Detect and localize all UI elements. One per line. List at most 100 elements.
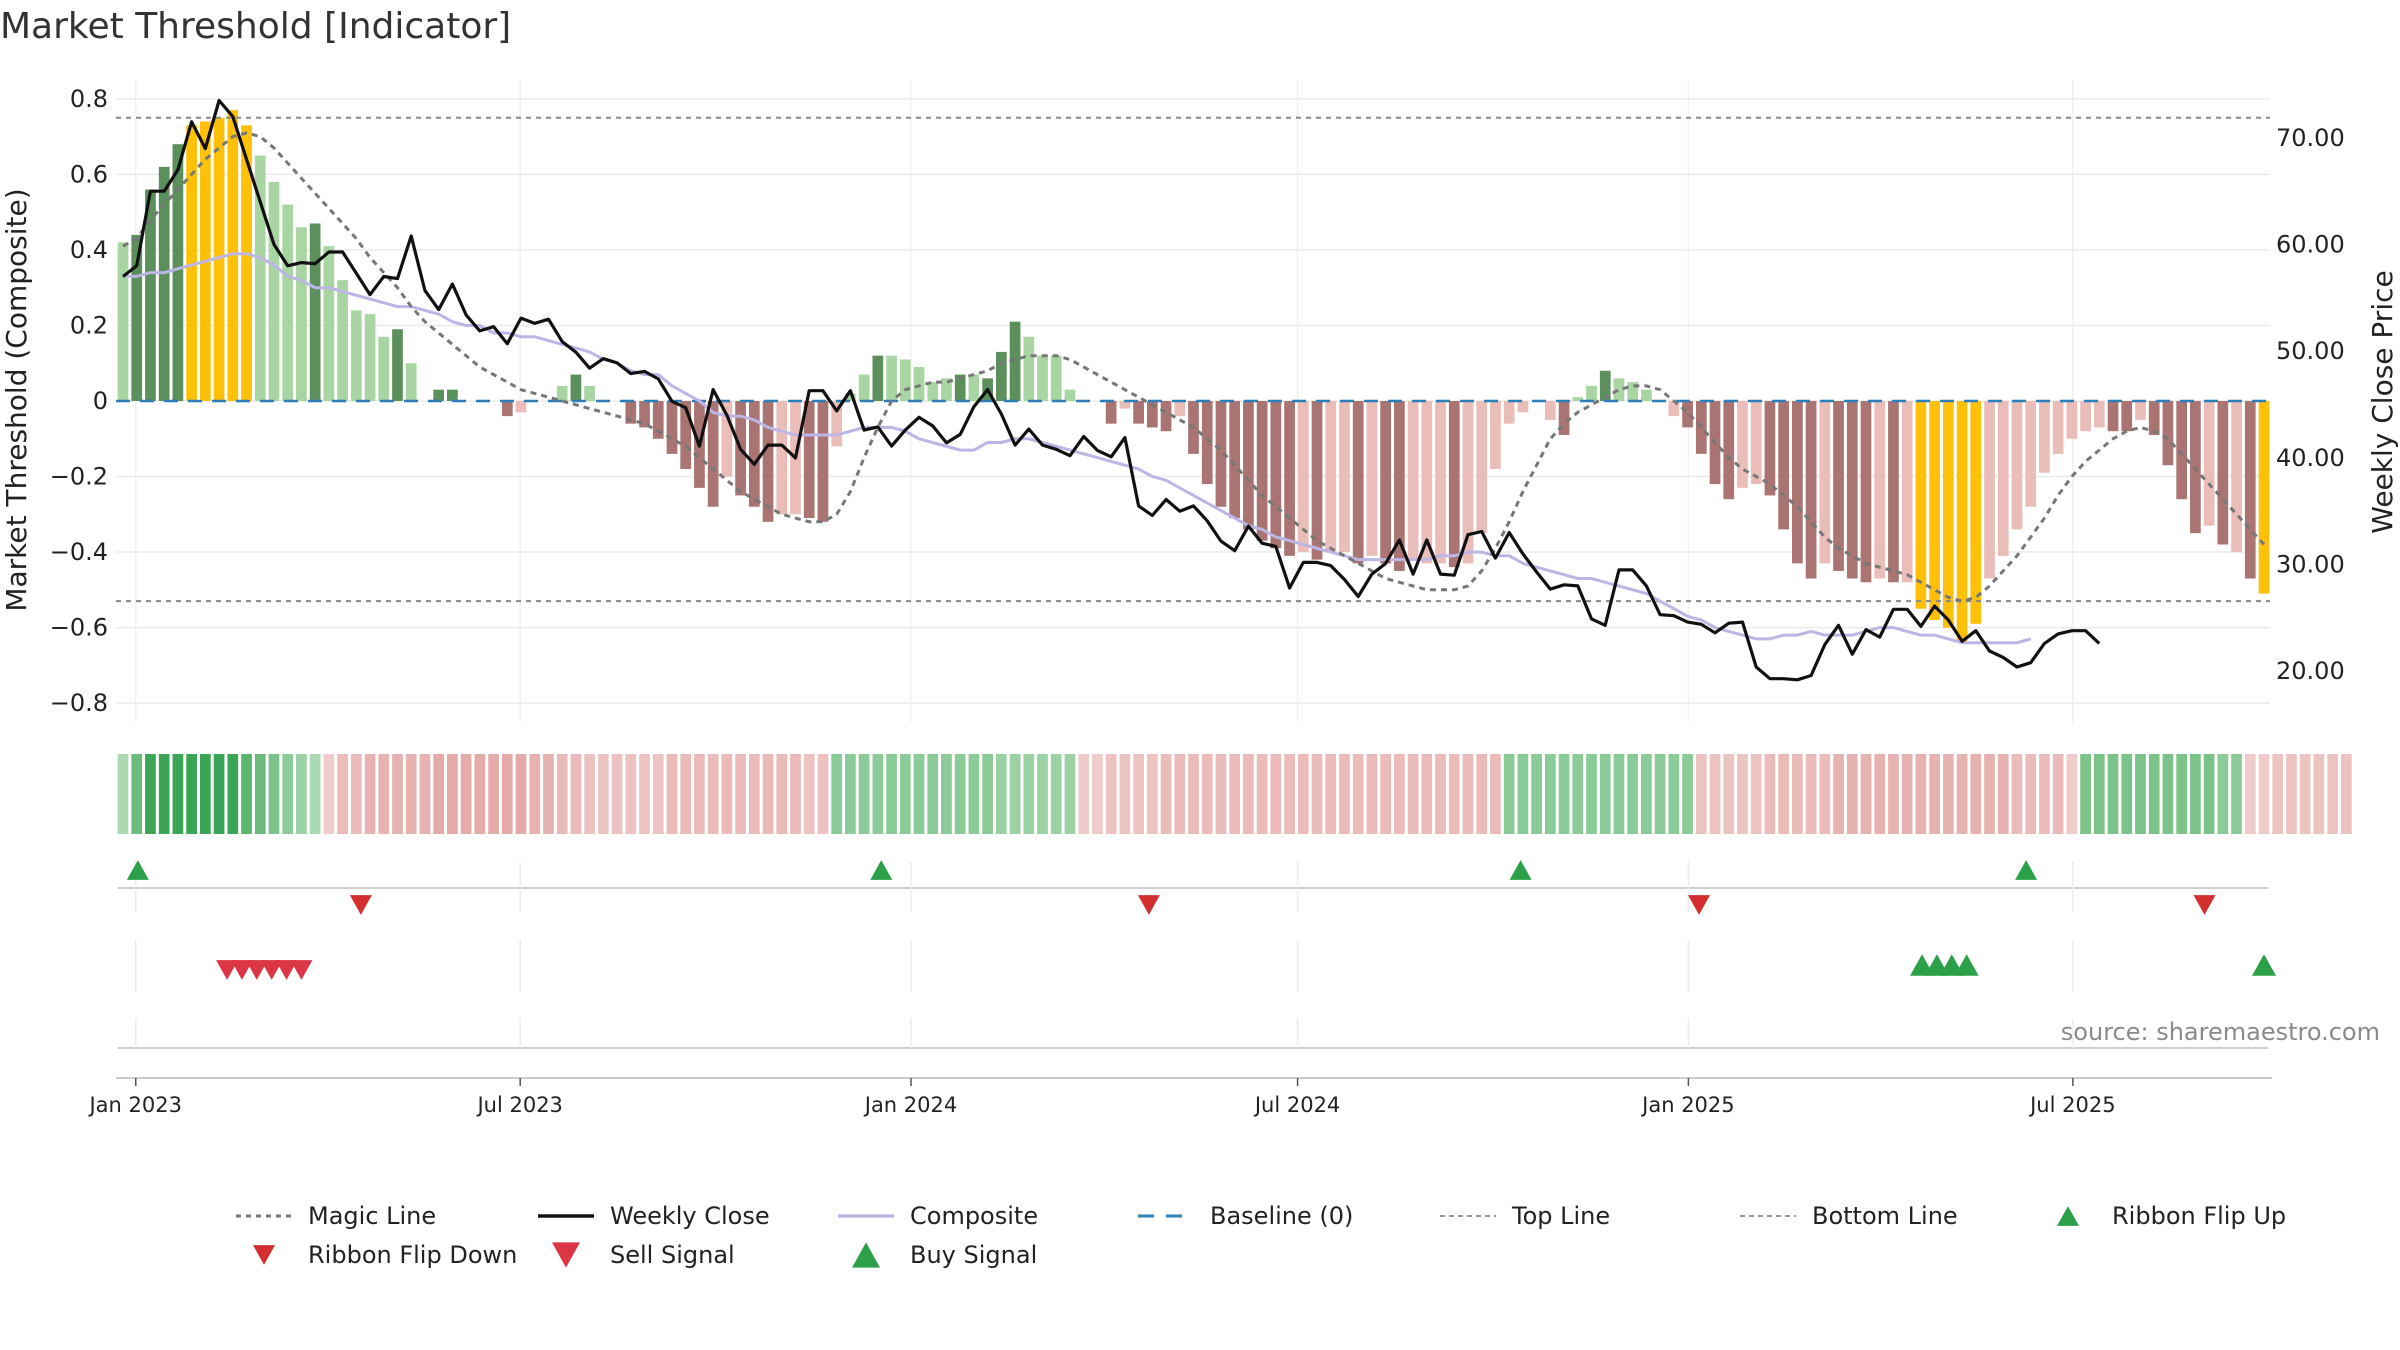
sell-signal-marker [216, 960, 239, 980]
ribbon-cell [680, 754, 692, 834]
ribbon-cell [213, 754, 225, 834]
ribbon-cell [1284, 754, 1295, 834]
composite-bar [2244, 401, 2256, 579]
legend-item: Weekly Close [538, 1202, 770, 1230]
ribbon-cell [296, 754, 307, 834]
ribbon-flip-up-marker [1509, 860, 1532, 880]
composite-bar [1009, 321, 1021, 401]
composite-bar [1448, 401, 1460, 568]
ribbon-cell [1888, 754, 1899, 834]
composite-bar [666, 401, 678, 454]
ribbon-cell [790, 754, 801, 834]
composite-bar [2121, 401, 2133, 432]
sell-signal-marker [275, 960, 298, 980]
y-left-tick-label: −0.2 [50, 463, 108, 491]
ribbon-cell [1819, 754, 1831, 834]
ribbon-cell [2093, 754, 2105, 834]
legend-swatch-flip-up [2057, 1206, 2079, 1226]
ribbon-cell [1599, 754, 1611, 834]
ribbon-cell [1160, 754, 1172, 834]
ribbon-cell [2327, 754, 2338, 834]
ribbon-cell [2176, 754, 2188, 834]
y-left-tick-label: 0.2 [70, 311, 108, 339]
ribbon-cell [817, 754, 829, 834]
composite-bar [1613, 378, 1625, 401]
ribbon-cell [1874, 754, 1886, 834]
ribbon-cell [1023, 754, 1035, 834]
composite-bar [1462, 401, 1474, 564]
composite-bar [378, 336, 390, 401]
ribbon-cell [1984, 754, 1995, 834]
ribbon-cell [1654, 754, 1666, 834]
ribbon-cell [1531, 754, 1542, 834]
ribbon-cell [2052, 754, 2064, 834]
composite-bar [296, 227, 307, 401]
composite-bar [515, 401, 527, 413]
ribbon-cell [515, 754, 527, 834]
composite-bar [2107, 401, 2119, 432]
signal-markers [118, 860, 2276, 1049]
ribbon-cell [2121, 754, 2133, 834]
ribbon-cell [1723, 754, 1735, 834]
composite-bar [405, 363, 417, 401]
composite-bar [1490, 401, 1501, 469]
composite-bar [1572, 397, 1584, 401]
ribbon-cell [1558, 754, 1570, 834]
composite-bar [2052, 401, 2064, 454]
ribbon-cell [1064, 754, 1076, 834]
ribbon-cell [639, 754, 650, 834]
composite-bar [707, 401, 719, 507]
composite-bar [1435, 401, 1446, 564]
ribbon-cell [1229, 754, 1241, 834]
legend-label: Ribbon Flip Up [2112, 1202, 2286, 1230]
composite-bar [1105, 401, 1117, 424]
legend-item: Magic Line [236, 1202, 436, 1230]
ribbon-cell [831, 754, 843, 834]
composite-bar [337, 280, 348, 401]
ribbon-cell [1050, 754, 1062, 834]
ribbon-cell [1572, 754, 1584, 834]
composite-bar [1888, 401, 1899, 583]
y-left-tick-label: 0.6 [70, 160, 108, 188]
ribbon-cell [845, 754, 856, 834]
composite-bar [1517, 401, 1529, 413]
sell-signal-marker [260, 960, 283, 980]
legend-label: Top Line [1511, 1202, 1610, 1230]
composite-bar [927, 382, 939, 401]
ribbon-cell [1668, 754, 1680, 834]
ribbon-cell [1846, 754, 1858, 834]
ribbon-cell [996, 754, 1007, 834]
ribbon-cell [858, 754, 870, 834]
ribbon-cell [1929, 754, 1940, 834]
y-left-tick-label: 0 [93, 387, 108, 415]
composite-bar [1366, 401, 1378, 556]
composite-bar [1833, 401, 1844, 571]
composite-bar [1064, 389, 1076, 401]
ribbon-cell [2244, 754, 2256, 834]
composite-bar [1023, 336, 1035, 401]
composite-bar [2162, 401, 2174, 466]
ribbon-cell [1037, 754, 1048, 834]
composite-bar [1819, 401, 1831, 564]
ribbon-cell [1435, 754, 1446, 834]
y-right-tick-label: 50.00 [2276, 337, 2345, 365]
ribbon-cell [982, 754, 993, 834]
x-tick-label: Jul 2023 [475, 1093, 562, 1117]
ribbon-cell [2162, 754, 2174, 834]
composite-bar [1119, 401, 1131, 409]
ribbon-cell [1174, 754, 1186, 834]
composite-bar [872, 355, 884, 401]
y-axis-left-label: Market Threshold (Composite) [0, 188, 33, 611]
ribbon-cell [803, 754, 815, 834]
ribbon-cell [941, 754, 952, 834]
ribbon-cell [1901, 754, 1913, 834]
composite-bar [1050, 355, 1062, 401]
composite-bar [2203, 401, 2215, 526]
ribbon-cell [447, 754, 458, 834]
sell-signal-marker [245, 960, 268, 980]
composite-bar [227, 110, 239, 401]
composite-bar [570, 374, 582, 401]
ribbon-cell [762, 754, 774, 834]
weekly-close-line [122, 98, 2101, 682]
buy-signal-marker [1954, 954, 1979, 976]
